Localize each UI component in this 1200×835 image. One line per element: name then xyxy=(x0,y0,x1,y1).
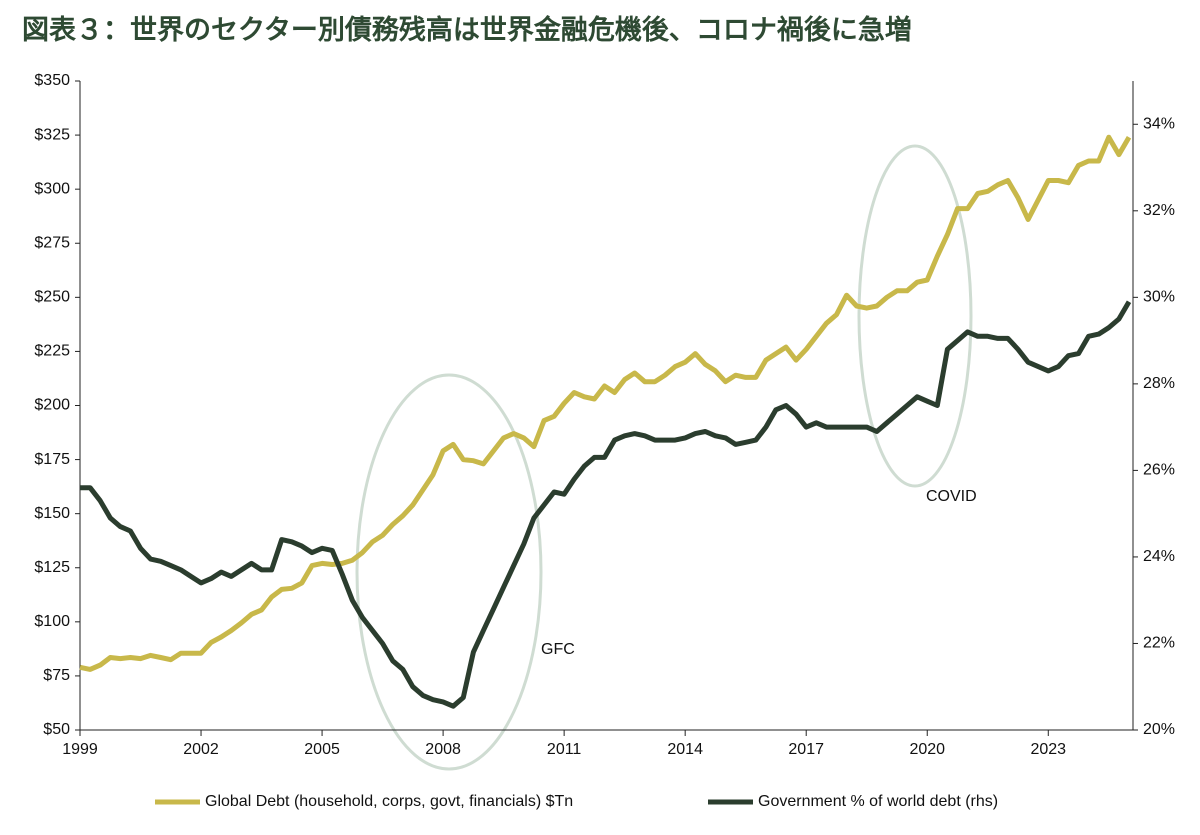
y-tick-label: $175 xyxy=(34,451,70,468)
y2-tick-label: 34% xyxy=(1143,115,1175,132)
x-tick-label: 2020 xyxy=(909,741,945,758)
y-tick-label: $325 xyxy=(34,126,70,143)
legend-label: Government % of world debt (rhs) xyxy=(758,793,998,810)
y-tick-label: $275 xyxy=(34,234,70,251)
x-tick-label: 2023 xyxy=(1030,741,1066,758)
series-line xyxy=(79,134,1132,672)
x-tick-label: 2008 xyxy=(425,741,461,758)
y-tick-label: $150 xyxy=(34,505,70,522)
chart-title: 図表３：世界のセクター別債務残高は世界金融危機後、コロナ禍後に急増 xyxy=(22,14,912,45)
y2-tick-label: 28% xyxy=(1143,375,1175,392)
x-tick-label: 2011 xyxy=(547,741,582,758)
y2-tick-label: 30% xyxy=(1143,289,1175,306)
y-tick-label: $300 xyxy=(34,180,70,197)
covid-ellipse xyxy=(857,144,973,488)
y-tick-label: $100 xyxy=(34,613,70,630)
y2-tick-label: 32% xyxy=(1143,202,1175,219)
x-tick-label: 2017 xyxy=(788,741,824,758)
y-tick-label: $200 xyxy=(34,397,70,414)
y-tick-label: $250 xyxy=(34,289,70,306)
x-tick-label: 2014 xyxy=(667,741,703,758)
y-tick-label: $125 xyxy=(34,559,70,576)
x-tick-label: 1999 xyxy=(62,741,98,758)
x-tick-label: 2002 xyxy=(183,741,219,758)
y-tick-label: $50 xyxy=(43,721,70,738)
x-tick-label: 2005 xyxy=(304,741,340,758)
gfc-ellipse xyxy=(355,373,543,771)
annotation: GFC xyxy=(541,641,575,658)
y-tick-label: $225 xyxy=(34,343,70,360)
y2-tick-label: 22% xyxy=(1143,635,1175,652)
y-tick-label: $350 xyxy=(34,72,70,89)
annotation: COVID xyxy=(926,488,977,505)
y2-tick-label: 24% xyxy=(1143,548,1175,565)
y-tick-label: $75 xyxy=(43,667,70,684)
series-line xyxy=(80,300,1132,709)
y2-tick-label: 26% xyxy=(1143,462,1175,479)
y2-tick-label: 20% xyxy=(1143,721,1175,738)
legend-label: Global Debt (household, corps, govt, fin… xyxy=(205,793,573,810)
